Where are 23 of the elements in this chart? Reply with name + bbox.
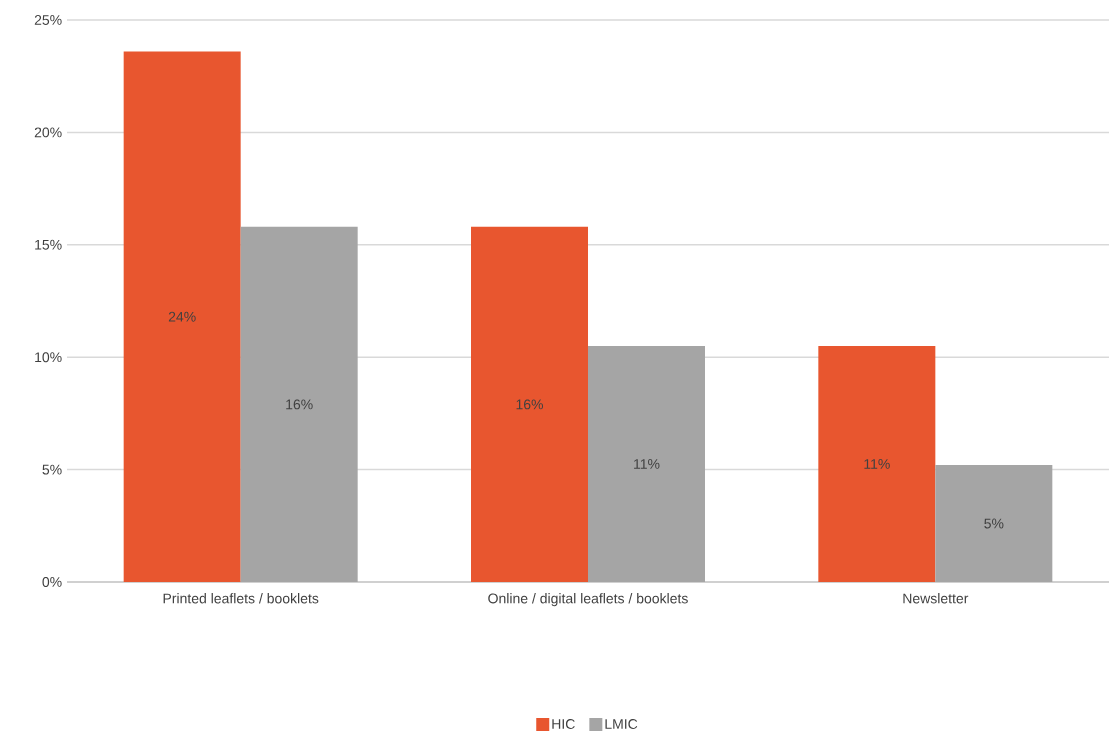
- x-tick-label: Online / digital leaflets / booklets: [488, 593, 688, 607]
- y-tick-label: 0%: [42, 577, 62, 587]
- y-tick-label: 5%: [42, 464, 62, 475]
- bar: [818, 345, 936, 582]
- data-label: 16%: [516, 399, 544, 410]
- data-label: 11%: [864, 459, 890, 469]
- data-label: 24%: [168, 311, 196, 322]
- y-tick-label: 20%: [34, 127, 62, 138]
- y-tick-label: 10%: [35, 352, 62, 363]
- bar: [240, 226, 358, 582]
- legend-label: HIC: [552, 719, 575, 729]
- y-tick-label: 25%: [34, 15, 62, 25]
- y-tick-label: 15%: [35, 239, 62, 250]
- bar: [935, 465, 1053, 582]
- bar: [588, 345, 705, 582]
- data-label: 5%: [984, 518, 1004, 529]
- x-tick-label: Printed leaflets / booklets: [163, 593, 319, 604]
- data-label: 11%: [634, 459, 660, 469]
- legend-label: LMIC: [605, 719, 638, 729]
- bar: [123, 51, 241, 582]
- bar: [471, 226, 588, 582]
- data-label: 16%: [286, 399, 313, 410]
- x-tick-label: Newsletter: [903, 593, 969, 604]
